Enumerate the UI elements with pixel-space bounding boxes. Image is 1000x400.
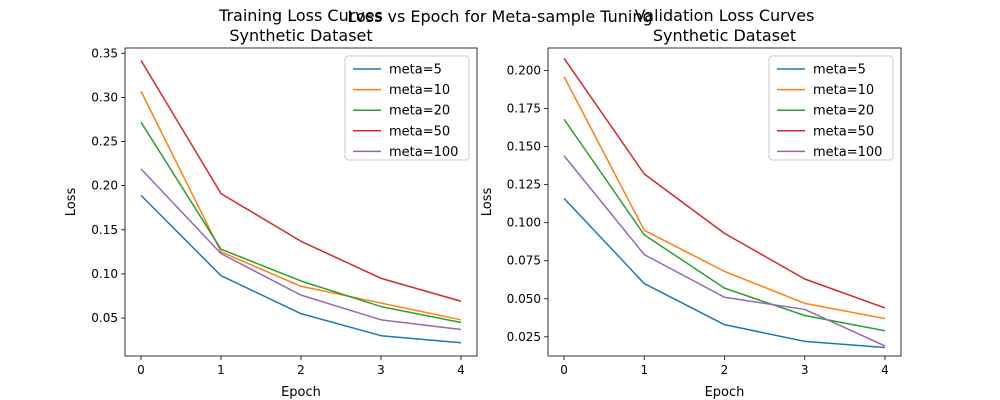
x-tick-label: 2 xyxy=(297,363,305,377)
y-axis-label: Loss xyxy=(480,188,495,217)
legend-label: meta=5 xyxy=(813,63,866,78)
subplot-title-line: Synthetic Dataset xyxy=(653,26,796,45)
figure-suptitle: Loss vs Epoch for Meta-sample Tuning xyxy=(347,7,652,26)
series-line-meta=10 xyxy=(140,90,462,321)
y-tick-label: 0.075 xyxy=(507,254,541,268)
legend-label: meta=50 xyxy=(813,124,874,139)
legend: meta=5 meta=10 meta=20 meta=50 meta=100 xyxy=(768,55,894,161)
legend: meta=5 meta=10 meta=20 meta=50 meta=100 xyxy=(344,55,470,161)
subplot-1: 0 1 2 3 4 0.05 0.10 0.15 0.20 0.25 0.30 0.35 Trainin… xyxy=(64,6,478,400)
y-tick-label: 0.100 xyxy=(507,216,541,230)
series-line-meta=100 xyxy=(563,155,886,347)
legend-box xyxy=(768,55,894,161)
legend-label: meta=100 xyxy=(813,145,882,160)
y-tick-label: 0.05 xyxy=(91,311,118,325)
axes-frame xyxy=(547,47,902,357)
x-tick-label: 3 xyxy=(801,363,809,377)
legend-label: meta=20 xyxy=(813,104,874,119)
axes-frame xyxy=(124,47,478,357)
series-line-meta=100 xyxy=(140,168,462,331)
legend-box xyxy=(344,55,470,161)
y-axis-label: Loss xyxy=(64,188,79,217)
x-tick-label: 0 xyxy=(137,363,145,377)
subplot-2: 0 1 2 3 4 0.025 0.050 0.075 0.100 0.125 0.150 0.175… xyxy=(480,6,902,400)
legend-label: meta=5 xyxy=(389,63,442,78)
subplot-title-line: Synthetic Dataset xyxy=(229,26,372,45)
series-line-meta=50 xyxy=(563,57,886,309)
x-axis-label: Epoch xyxy=(705,385,745,400)
subplot-title: Training Loss Curves Synthetic Dataset xyxy=(218,6,383,45)
x-axis-label: Epoch xyxy=(281,385,321,400)
y-tick-label: 0.025 xyxy=(507,330,541,344)
series-line-meta=5 xyxy=(563,197,886,349)
subplot-title-line: Training Loss Curves xyxy=(218,6,383,25)
y-tick-label: 0.20 xyxy=(91,179,118,193)
x-tick-label: 1 xyxy=(217,363,225,377)
subplot-title-line: Validation Loss Curves xyxy=(635,6,815,25)
series-line-meta=10 xyxy=(563,76,886,320)
y-tick-label: 0.050 xyxy=(507,292,541,306)
series-line-meta=20 xyxy=(140,121,462,324)
y-tick-label: 0.15 xyxy=(91,223,118,237)
y-tick-label: 0.30 xyxy=(91,90,118,104)
legend-label: meta=20 xyxy=(389,104,450,119)
y-tick-label: 0.175 xyxy=(507,102,541,116)
series-line-meta=20 xyxy=(563,118,886,332)
x-tick-label: 3 xyxy=(377,363,385,377)
y-tick-label: 0.35 xyxy=(91,46,118,60)
x-tick-label: 2 xyxy=(721,363,729,377)
y-tick-label: 0.10 xyxy=(91,267,118,281)
x-tick-label: 0 xyxy=(560,363,568,377)
legend-label: meta=10 xyxy=(813,83,874,98)
series-line-meta=50 xyxy=(140,59,462,303)
x-tick-label: 4 xyxy=(457,363,465,377)
y-tick-label: 0.150 xyxy=(507,140,541,154)
y-tick-label: 0.125 xyxy=(507,178,541,192)
legend-label: meta=100 xyxy=(389,145,458,160)
legend-label: meta=10 xyxy=(389,83,450,98)
x-tick-label: 4 xyxy=(881,363,889,377)
x-tick-label: 1 xyxy=(640,363,648,377)
series-line-meta=5 xyxy=(140,194,462,344)
legend-label: meta=50 xyxy=(389,124,450,139)
y-tick-label: 0.25 xyxy=(91,135,118,149)
y-tick-label: 0.200 xyxy=(507,64,541,78)
subplot-title: Validation Loss Curves Synthetic Dataset xyxy=(635,6,815,45)
